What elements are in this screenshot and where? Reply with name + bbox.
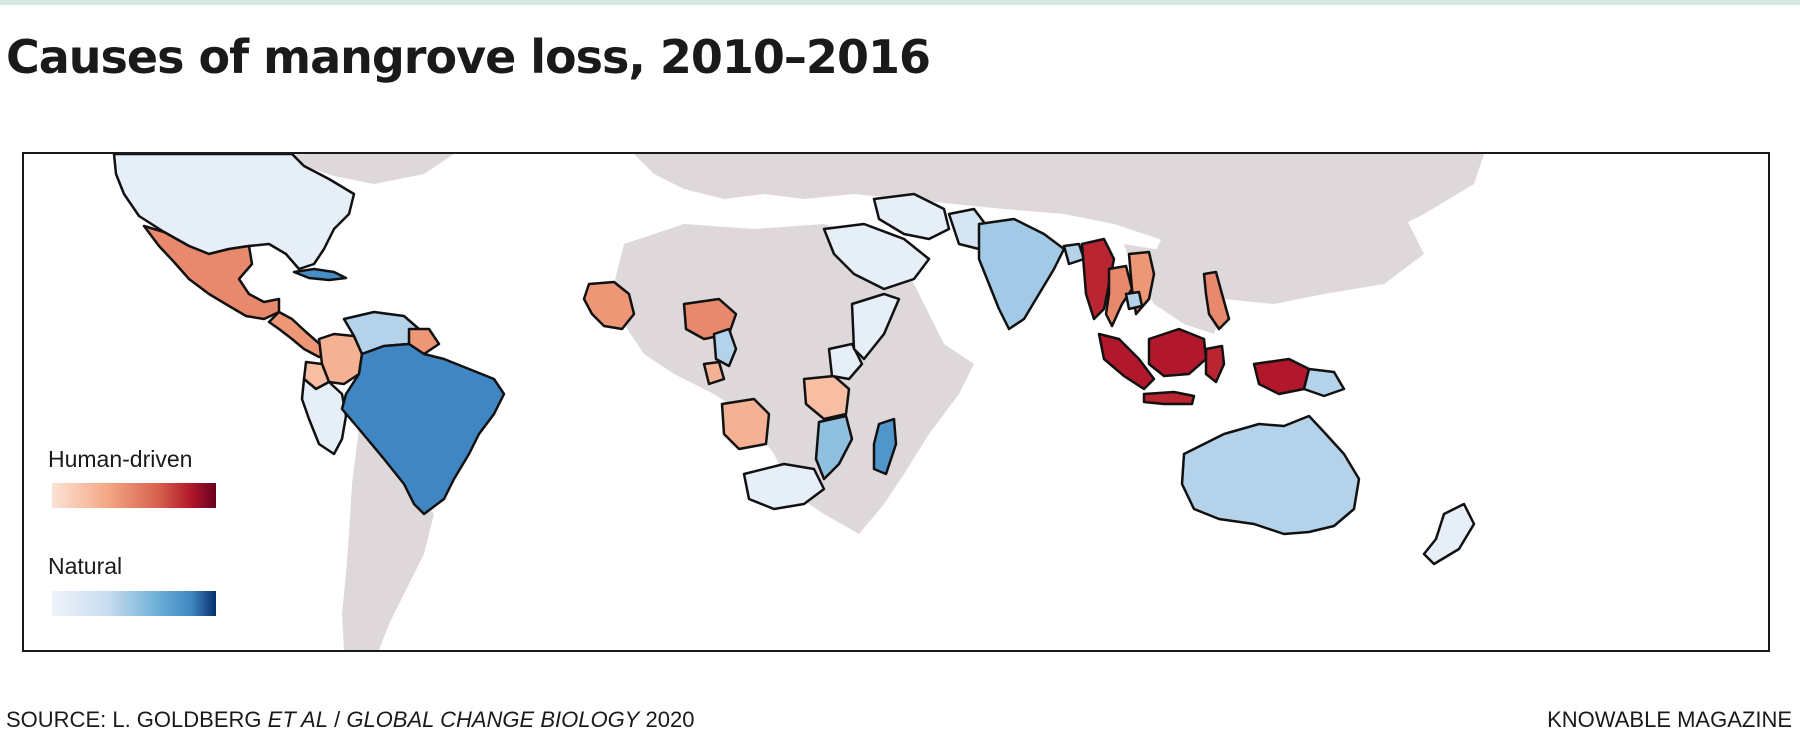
region-cuba [292,267,348,282]
source-year: 2020 [645,707,695,732]
region-new-zealand [1422,502,1476,566]
page-title: Causes of mangrove loss, 2010–2016 [6,30,931,84]
south-america-land [342,429,434,650]
region-angola [720,397,771,451]
east-asia-land [1154,194,1424,304]
region-sulawesi [1204,344,1226,384]
region-sumatra [1097,332,1156,391]
source-prefix: SOURCE: L. GOLDBERG [6,707,262,732]
region-mozambique [814,414,854,481]
greenland-land [292,154,454,184]
region-central-america [267,310,331,359]
region-brazil [340,342,506,516]
region-gabon [702,360,726,386]
region-australia [1180,414,1361,536]
region-cameroon [712,327,738,368]
map-frame [22,152,1770,652]
region-myanmar [1080,237,1116,321]
region-philippines [1202,270,1231,331]
top-rule [0,0,1800,5]
region-kenya [827,342,864,381]
region-somalia [850,292,901,361]
region-south-africa [742,462,826,511]
region-cambodia [1124,290,1144,311]
region-india [977,217,1066,331]
legend-natural-gradient [52,591,216,616]
source-separator: / [334,707,347,732]
source-journal: GLOBAL CHANGE BIOLOGY [346,707,640,732]
world-map [112,154,1484,650]
region-malaysia-borneo [1147,327,1208,378]
region-peru [300,377,348,456]
region-iran [872,192,951,241]
region-arabian-peninsula [822,222,931,291]
source-authors: ET AL [267,707,328,732]
region-thailand [1104,264,1134,328]
region-java [1142,390,1196,406]
source-credit: SOURCE: L. GOLDBERG ET AL / GLOBAL CHANG… [6,707,694,733]
publisher-credit: KNOWABLE MAGAZINE [1547,707,1792,732]
legend-human-gradient [52,483,216,508]
region-mexico [142,224,281,321]
legend-human-title: Human-driven [48,446,193,472]
region-madagascar [872,417,898,476]
legend-natural-title: Natural [48,553,123,579]
region-west-africa-guinea [582,280,636,331]
region-new-guinea-west [1252,357,1311,396]
region-papua-new-guinea [1302,367,1346,398]
region-north-america [112,154,356,271]
